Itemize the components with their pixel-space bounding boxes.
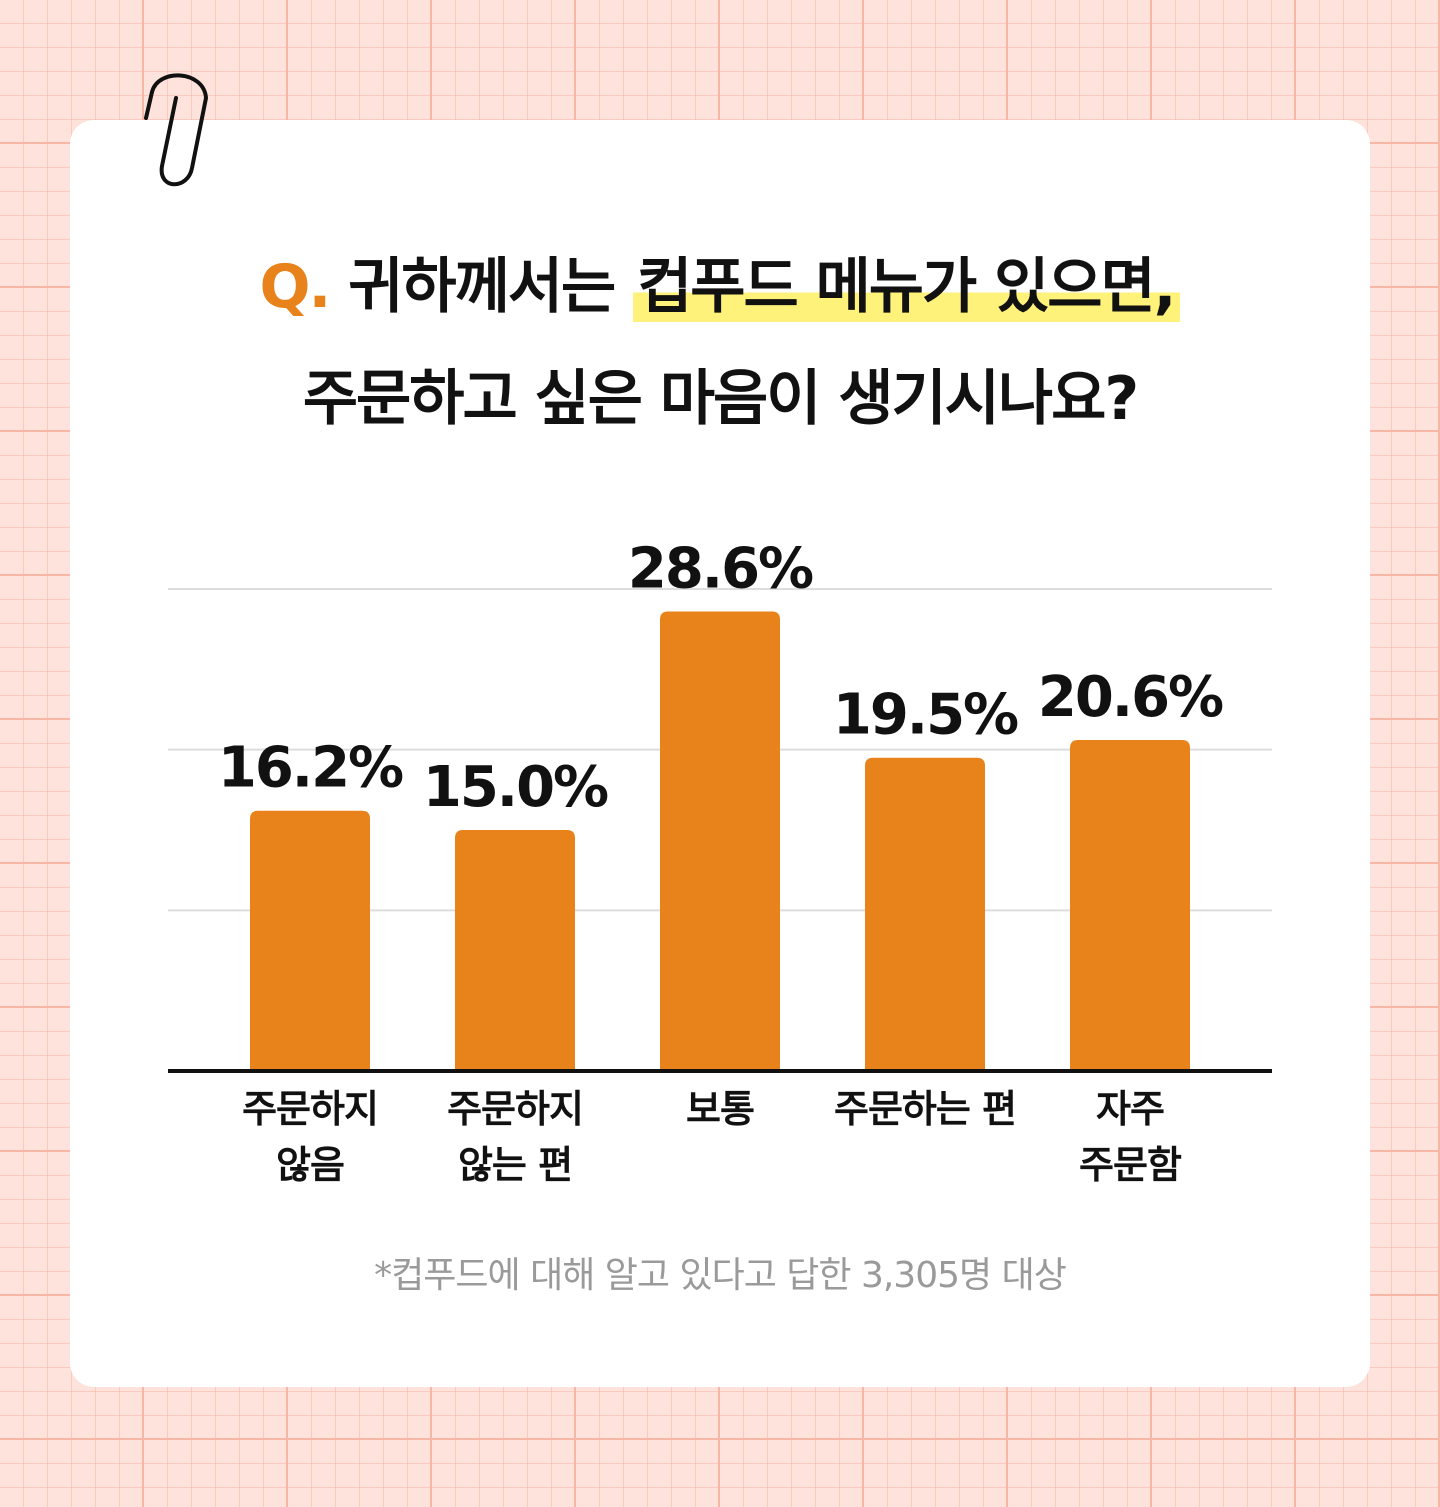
title-line-2: 주문하고 싶은 마음이 생기시나요? [302, 364, 1139, 434]
title-highlight: 컵푸드 메뉴가 있으면, [633, 252, 1181, 322]
footnote: *컵푸드에 대해 알고 있다고 답한 3,305명 대상 [374, 1255, 1067, 1296]
title-q-prefix: Q. [259, 252, 332, 322]
paperclip-icon [144, 73, 208, 187]
title-line-1-text: 귀하께서는 [348, 252, 616, 322]
title-line-1: Q. 귀하께서는 컵푸드 메뉴가 있으면, [0, 238, 1440, 325]
